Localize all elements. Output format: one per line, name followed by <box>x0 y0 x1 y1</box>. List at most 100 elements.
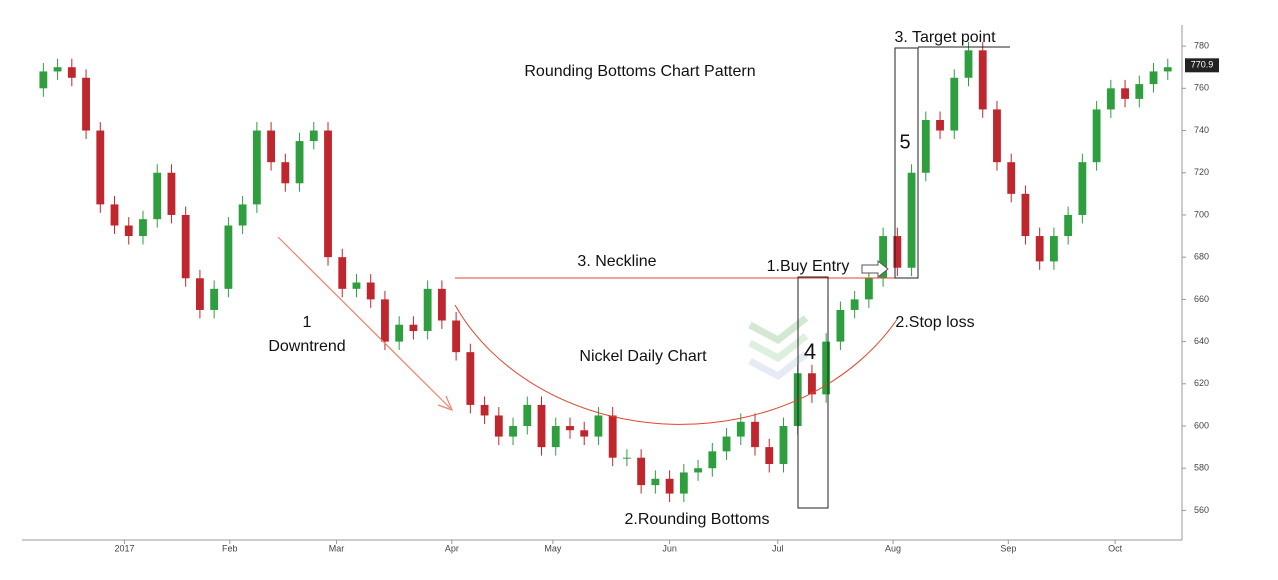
y-tick-label: 640 <box>1194 336 1209 346</box>
last-price-box <box>1185 58 1219 73</box>
candle-body <box>523 404 532 427</box>
candle-body <box>708 451 717 469</box>
candle-body <box>936 119 944 131</box>
downtrend-arrow <box>277 236 451 409</box>
candle-body <box>665 478 674 494</box>
candle-body <box>921 119 930 173</box>
candle-body <box>452 320 461 353</box>
candle-body <box>679 472 688 494</box>
arrow-head <box>437 395 454 412</box>
candle-body <box>67 67 76 78</box>
annotation: Downtrend <box>268 338 345 355</box>
candle-body <box>1035 236 1044 262</box>
y-tick-label: 620 <box>1194 378 1209 388</box>
box-4 <box>797 276 829 509</box>
candle-body <box>722 436 731 452</box>
candle-body <box>124 225 133 237</box>
x-tick-label: Aug <box>885 543 901 553</box>
candle-body <box>622 457 631 459</box>
annotation: 1 <box>303 314 312 331</box>
candle-body <box>238 204 247 226</box>
candle-body <box>110 204 119 226</box>
candle-body <box>1007 162 1016 194</box>
candle-body <box>167 172 176 215</box>
last-price-label: 770.9 <box>1191 60 1214 70</box>
y-tick-label: 740 <box>1194 125 1209 135</box>
candle-body <box>950 77 959 131</box>
rounding-arc <box>454 304 899 425</box>
candle-body <box>96 130 105 205</box>
candle-body <box>1135 84 1144 99</box>
candle-body <box>210 288 219 310</box>
x-tick-label: Jun <box>662 543 677 553</box>
x-tick-label: Sep <box>1000 543 1016 553</box>
candle-body <box>494 415 503 437</box>
candle-body <box>694 468 702 473</box>
y-tick-label: 720 <box>1194 167 1209 177</box>
candle-body <box>82 77 90 131</box>
y-tick-label: 680 <box>1194 252 1209 262</box>
x-tick-label: Mar <box>329 543 345 553</box>
candle-body <box>1049 236 1058 262</box>
candle-body <box>281 162 290 184</box>
candle-body <box>779 426 788 465</box>
candle-body <box>751 421 759 448</box>
candle-body <box>1021 193 1030 237</box>
candle-body <box>409 324 418 332</box>
x-tick-label: Feb <box>222 543 238 553</box>
annotation: 2.Rounding Bottoms <box>625 511 770 528</box>
annotation: 5 <box>899 131 910 153</box>
chart-title: Rounding Bottoms Chart Pattern <box>524 63 755 80</box>
candle-body <box>153 172 162 220</box>
entry-arrow <box>861 259 889 279</box>
candle-body <box>978 50 987 110</box>
box-5 <box>894 47 919 279</box>
x-tick-label: Oct <box>1108 543 1123 553</box>
annotation: 2.Stop loss <box>895 314 974 331</box>
annotation: 4 <box>804 339 816 364</box>
candle-body <box>252 130 261 205</box>
candle-body <box>338 257 347 289</box>
candle-body <box>395 324 404 342</box>
candle-body <box>423 288 432 332</box>
candle-body <box>1092 109 1101 163</box>
candle-body <box>1121 88 1129 99</box>
candle-body <box>324 130 332 258</box>
candle-body <box>893 236 902 268</box>
candle-body <box>53 67 62 72</box>
candle-body <box>993 109 1001 163</box>
annotation: 1.Buy Entry <box>767 258 850 275</box>
candle-body <box>907 172 916 268</box>
candle-body <box>295 141 304 184</box>
candle-body <box>1149 71 1158 85</box>
candle-body <box>537 404 546 448</box>
candle-body <box>466 352 475 405</box>
candle-body <box>509 426 517 437</box>
candle-body <box>437 288 446 321</box>
x-tick-label: Jul <box>772 543 784 553</box>
candle-body <box>864 278 873 300</box>
x-tick-label: May <box>544 543 562 553</box>
candle-body <box>551 426 560 448</box>
candle-body <box>608 415 617 458</box>
x-tick-label: 2017 <box>114 543 134 553</box>
candle-body <box>352 282 361 289</box>
candle-body <box>309 130 318 142</box>
y-tick-label: 600 <box>1194 420 1209 430</box>
candle-body <box>594 415 603 437</box>
candle-body <box>580 430 589 437</box>
candle-body <box>1064 214 1073 237</box>
candle-body <box>651 478 660 486</box>
candle-body <box>765 447 774 465</box>
candle-body <box>637 457 646 486</box>
candle-body <box>366 282 375 300</box>
watermark <box>748 315 809 381</box>
y-tick-label: 660 <box>1194 294 1209 304</box>
y-tick-label: 580 <box>1194 463 1209 473</box>
candle-body <box>196 278 204 310</box>
candle-body <box>224 225 233 289</box>
candle-body <box>879 236 888 279</box>
candle-body <box>181 214 190 279</box>
